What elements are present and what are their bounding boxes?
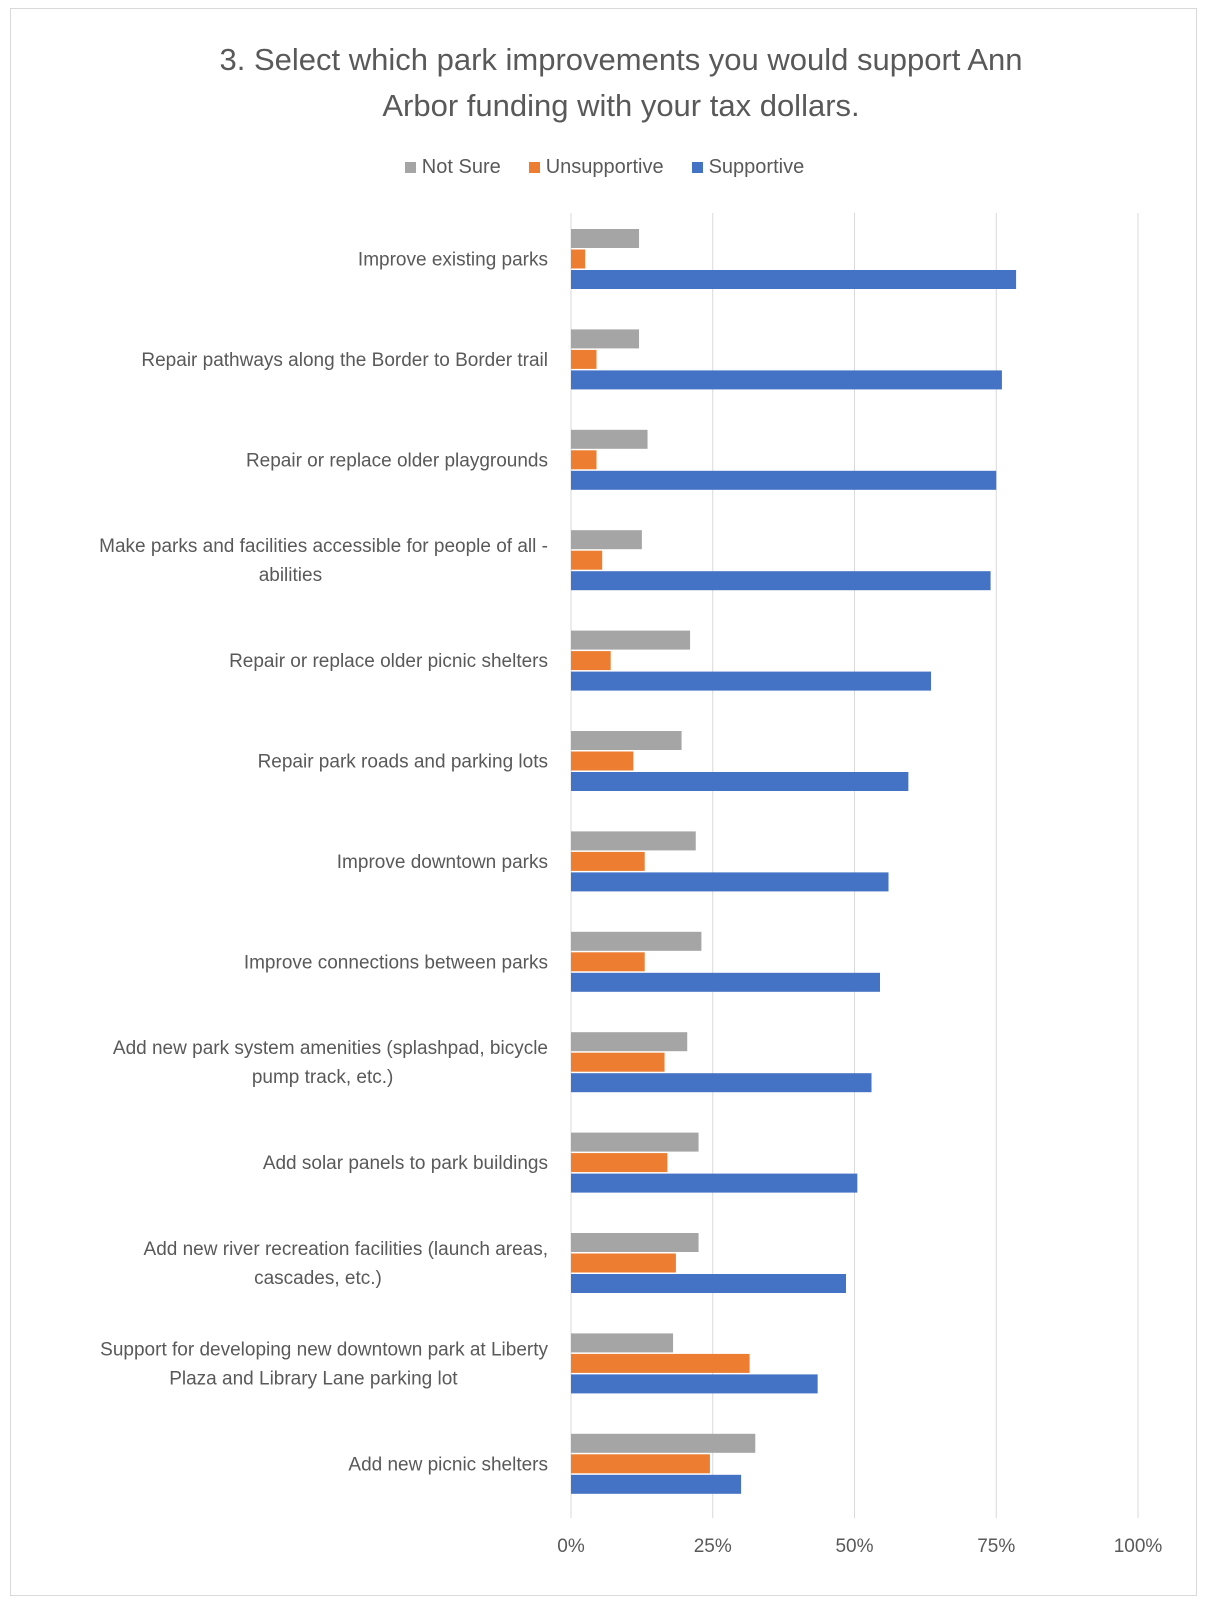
bar-unsupportive-12 xyxy=(571,1353,750,1373)
bar-not-sure-13 xyxy=(571,1433,756,1453)
bar-not-sure-10 xyxy=(571,1132,699,1152)
legend-item-supportive: Supportive xyxy=(691,156,805,179)
bar-unsupportive-1 xyxy=(571,249,586,269)
category-label-7: Improve downtown parks xyxy=(337,852,548,873)
bar-not-sure-4 xyxy=(571,530,642,550)
bar-unsupportive-10 xyxy=(571,1153,668,1173)
chart-legend: Not Sure Unsupportive Supportive xyxy=(11,156,1198,179)
bar-unsupportive-7 xyxy=(571,851,645,871)
category-label-6: Repair park roads and parking lots xyxy=(258,752,548,773)
category-label-9-line-2: pump track, etc.) xyxy=(252,1067,394,1088)
category-label-11-line-1: Add new river recreation facilities (lau… xyxy=(144,1239,548,1260)
legend-label-unsupportive: Unsupportive xyxy=(545,156,664,178)
x-tick-label-50: 50% xyxy=(835,1536,873,1557)
bar-supportive-2 xyxy=(571,370,1002,390)
chart-title: 3. Select which park improvements you wo… xyxy=(131,37,1111,129)
bar-supportive-5 xyxy=(571,671,932,691)
category-label-9-line-1: Add new park system amenities (splashpad… xyxy=(113,1038,548,1059)
bar-not-sure-9 xyxy=(571,1032,688,1052)
chart-title-line-2: Arbor funding with your tax dollars. xyxy=(382,88,860,123)
bar-not-sure-5 xyxy=(571,630,691,650)
legend-swatch-supportive xyxy=(691,162,703,173)
bar-supportive-11 xyxy=(571,1274,846,1293)
bar-unsupportive-6 xyxy=(571,751,634,771)
legend-item-unsupportive: Unsupportive xyxy=(528,156,664,179)
category-label-8: Improve connections between parks xyxy=(244,952,548,973)
bar-unsupportive-3 xyxy=(571,450,597,470)
category-label-4-line-1: Make parks and facilities accessible for… xyxy=(99,536,548,557)
bar-unsupportive-9 xyxy=(571,1052,665,1072)
bar-not-sure-2 xyxy=(571,329,640,349)
bar-not-sure-1 xyxy=(571,229,640,248)
x-tick-label-25: 25% xyxy=(694,1536,732,1557)
bar-supportive-3 xyxy=(571,470,997,490)
bar-not-sure-11 xyxy=(571,1233,699,1252)
x-tick-label-100: 100% xyxy=(1114,1536,1163,1557)
legend-label-not-sure: Not Sure xyxy=(421,156,501,178)
category-label-4-line-2: abilities xyxy=(259,565,322,586)
category-label-12-line-2: Plaza and Library Lane parking lot xyxy=(169,1368,458,1389)
bar-unsupportive-2 xyxy=(571,349,597,369)
bar-not-sure-8 xyxy=(571,931,702,951)
bar-not-sure-3 xyxy=(571,429,648,449)
category-label-11-line-2: cascades, etc.) xyxy=(254,1268,382,1289)
legend-item-not-sure: Not Sure xyxy=(404,156,501,179)
bar-supportive-10 xyxy=(571,1173,858,1193)
bar-unsupportive-8 xyxy=(571,952,645,972)
bar-unsupportive-13 xyxy=(571,1454,710,1474)
bar-not-sure-12 xyxy=(571,1333,674,1353)
bar-supportive-9 xyxy=(571,1073,872,1093)
category-label-1: Improve existing parks xyxy=(358,250,548,271)
bar-not-sure-6 xyxy=(571,731,682,750)
category-label-5: Repair or replace older picnic shelters xyxy=(229,651,548,672)
x-tick-label-0: 0% xyxy=(557,1536,585,1557)
bar-not-sure-7 xyxy=(571,831,696,851)
bar-unsupportive-11 xyxy=(571,1253,676,1273)
bar-unsupportive-5 xyxy=(571,651,611,671)
chart-title-line-1: 3. Select which park improvements you wo… xyxy=(219,42,1023,77)
legend-label-supportive: Supportive xyxy=(708,156,805,178)
bar-supportive-6 xyxy=(571,772,909,791)
category-label-3: Repair or replace older playgrounds xyxy=(246,450,548,471)
bar-supportive-7 xyxy=(571,872,889,892)
category-label-13: Add new picnic shelters xyxy=(348,1454,548,1475)
bar-supportive-8 xyxy=(571,972,881,992)
legend-swatch-not-sure xyxy=(404,162,416,173)
bar-supportive-12 xyxy=(571,1374,818,1394)
bar-unsupportive-4 xyxy=(571,550,603,570)
category-label-2: Repair pathways along the Border to Bord… xyxy=(141,350,548,371)
x-tick-label-75: 75% xyxy=(977,1536,1015,1557)
category-label-10: Add solar panels to park buildings xyxy=(263,1153,548,1174)
category-label-12-line-1: Support for developing new downtown park… xyxy=(100,1339,548,1360)
bar-supportive-1 xyxy=(571,270,1017,289)
legend-swatch-unsupportive xyxy=(528,162,540,173)
bar-supportive-13 xyxy=(571,1474,742,1494)
bar-supportive-4 xyxy=(571,571,991,591)
